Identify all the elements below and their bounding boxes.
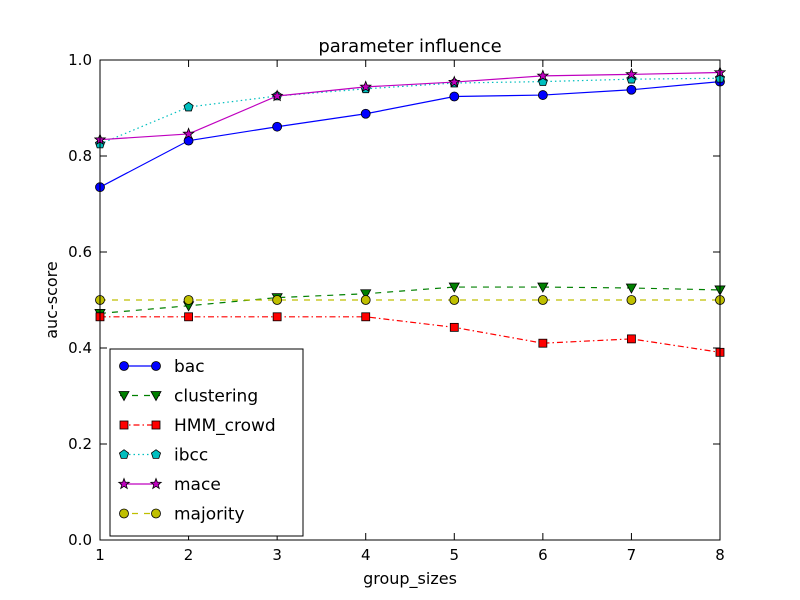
legend-label: HMM_crowd (174, 416, 276, 436)
data-point (447, 75, 461, 88)
y-tick-label: 0.6 (68, 243, 92, 261)
data-point (183, 295, 194, 305)
data-point (626, 84, 637, 95)
legend-label: majority (174, 505, 245, 525)
x-tick-label: 8 (715, 546, 725, 564)
x-tick-label: 7 (627, 546, 637, 564)
data-point (449, 295, 460, 305)
data-point (183, 101, 194, 112)
legend-item: mace (117, 475, 221, 495)
data-point (626, 295, 637, 305)
data-point (272, 312, 282, 322)
legend-label: ibcc (174, 446, 208, 466)
y-tick-label: 0.2 (68, 435, 92, 453)
series-layer (94, 65, 726, 357)
legend-item: bac (119, 357, 205, 377)
data-point (360, 289, 372, 300)
legend-marker (119, 420, 129, 430)
x-tick-label: 1 (95, 546, 105, 564)
legend-box (109, 348, 304, 537)
data-point (360, 108, 371, 119)
legend-marker (151, 420, 161, 430)
x-tick-label: 6 (538, 546, 548, 564)
series-line (100, 316, 721, 353)
x-tick-label: 4 (361, 546, 371, 564)
x-tick-label: 2 (184, 546, 194, 564)
data-point (270, 89, 284, 102)
legend-marker (151, 508, 161, 519)
legend-marker (149, 477, 163, 490)
legend-item: HMM_crowd (119, 416, 276, 436)
x-tick-label: 5 (450, 546, 460, 564)
data-point (625, 67, 638, 80)
data-point (448, 282, 460, 293)
chart-title: parameter influence (318, 36, 501, 57)
legend-marker (118, 449, 130, 459)
legend-marker (150, 391, 162, 402)
legend-marker (119, 361, 129, 371)
y-tick-label: 0.0 (68, 531, 92, 549)
legend-item: majority (119, 505, 245, 525)
ticks-layer: 1 2 3 4 5 6 7 8 0.0 0.2 0.4 0.6 0.8 1.0 (68, 51, 725, 564)
data-point (182, 127, 195, 140)
legend-marker (117, 477, 131, 490)
legend-marker (118, 391, 130, 402)
data-point (625, 283, 638, 294)
x-axis-label: group_sizes (363, 569, 457, 589)
data-point (538, 338, 548, 348)
series-line (99, 81, 721, 188)
data-point (537, 90, 548, 100)
y-tick-label: 0.4 (68, 339, 92, 357)
legend-label: mace (174, 475, 221, 495)
y-axis-label: auc-score (42, 261, 61, 339)
data-point (272, 295, 283, 305)
data-point (359, 80, 373, 93)
legend-label: clustering (174, 387, 258, 407)
legend-item: ibcc (118, 446, 208, 466)
data-point (536, 69, 550, 82)
data-point (361, 312, 371, 322)
series-line (99, 286, 721, 315)
data-point (537, 295, 548, 305)
legend-marker (150, 449, 162, 459)
plot-area-frame (99, 59, 721, 541)
data-point (449, 91, 460, 102)
data-point (537, 282, 549, 293)
legend-label: bac (174, 357, 205, 377)
data-point (627, 334, 636, 344)
series-majority (95, 295, 725, 305)
data-point (360, 295, 371, 305)
y-tick-label: 1.0 (68, 51, 92, 69)
y-tick-label: 0.8 (68, 147, 92, 165)
legend-item: clustering (118, 387, 258, 407)
data-point (184, 312, 193, 322)
x-tick-label: 3 (272, 546, 282, 564)
data-point (272, 121, 283, 132)
legend-marker (119, 508, 129, 519)
legend-marker (151, 361, 161, 371)
data-point (449, 322, 459, 332)
series-line (99, 71, 721, 141)
